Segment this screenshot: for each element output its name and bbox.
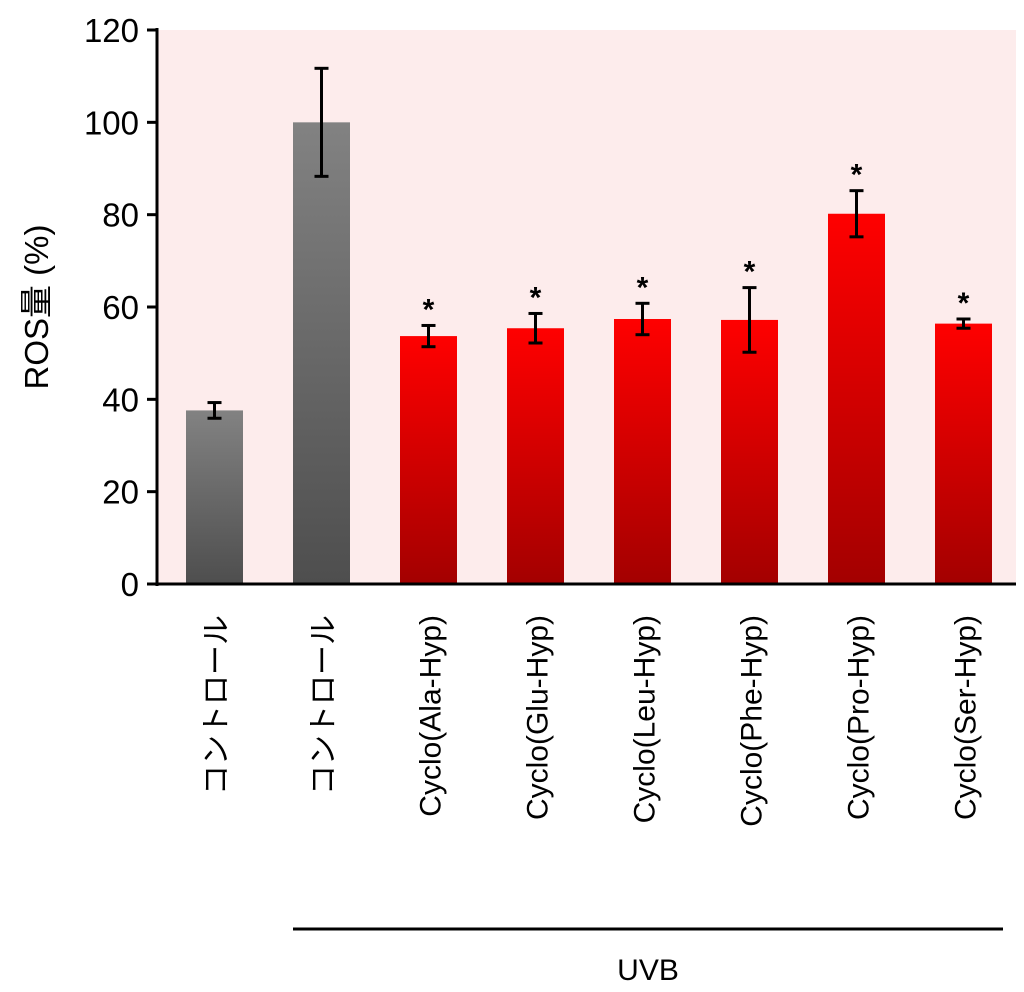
bar-4 xyxy=(614,319,671,584)
plot-background xyxy=(157,30,1016,584)
significance-asterisk-7: * xyxy=(958,287,970,320)
x-tick-label-1: コントロール xyxy=(308,615,341,795)
bar-3 xyxy=(507,328,564,584)
x-tick-label-0: コントロール xyxy=(201,615,234,795)
significance-asterisk-4: * xyxy=(637,271,649,304)
significance-asterisk-2: * xyxy=(423,293,435,326)
x-tick-label-6: Cyclo(Pro-Hyp) xyxy=(843,615,876,820)
bars-group xyxy=(186,122,992,584)
x-tick-label-7: Cyclo(Ser-Hyp) xyxy=(950,615,983,820)
y-tick-label-120: 120 xyxy=(84,12,139,49)
x-tick-labels: コントロール コントロール Cyclo(Ala-Hyp) Cyclo(Glu-Hyp)… xyxy=(201,615,983,827)
x-tick-label-5: Cyclo(Phe-Hyp) xyxy=(736,615,769,827)
y-tick-label-20: 20 xyxy=(102,474,139,511)
bar-5 xyxy=(721,319,778,584)
bar-0 xyxy=(186,410,243,584)
y-tick-label-80: 80 xyxy=(102,197,139,234)
bar-1 xyxy=(293,122,350,584)
y-axis: 0 20 40 60 80 100 120 xyxy=(84,12,159,603)
x-tick-label-2: Cyclo(Ala-Hyp) xyxy=(415,615,448,817)
bar-6 xyxy=(828,213,885,584)
significance-asterisk-6: * xyxy=(851,159,863,192)
y-tick-label-60: 60 xyxy=(102,289,139,326)
error-bars-group xyxy=(207,66,971,420)
x-tick-label-4: Cyclo(Leu-Hyp) xyxy=(629,615,662,823)
significance-markers-group: * * * * * * xyxy=(423,159,970,327)
bar-2 xyxy=(400,336,457,584)
significance-asterisk-3: * xyxy=(530,281,542,314)
y-tick-label-40: 40 xyxy=(102,381,139,418)
y-tick-label-0: 0 xyxy=(121,566,139,603)
x-tick-label-3: Cyclo(Glu-Hyp) xyxy=(522,615,555,820)
bar-7 xyxy=(935,323,992,584)
y-tick-label-100: 100 xyxy=(84,104,139,141)
uvb-group-label: UVB xyxy=(617,954,679,987)
y-axis-label: ROS量 (%) xyxy=(18,225,55,390)
significance-asterisk-5: * xyxy=(744,256,756,289)
